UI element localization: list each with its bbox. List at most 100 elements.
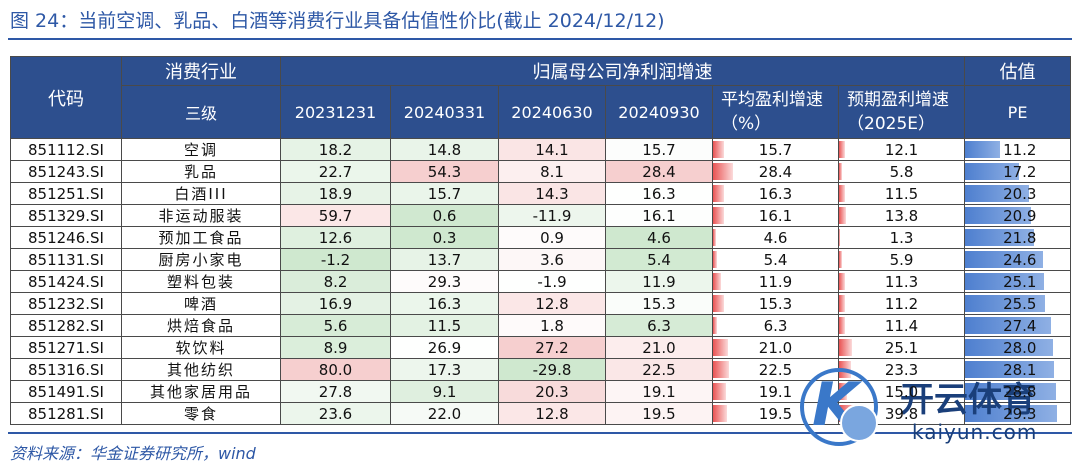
- growth-cell: -1.9: [498, 270, 606, 293]
- avg-bar: [713, 317, 718, 334]
- exp-cell: 15.0: [837, 380, 966, 403]
- avg-value: 16.1: [758, 206, 793, 225]
- industry-cell: 非运动服装: [121, 204, 281, 227]
- table-row: 851246.SI 预加工食品 12.6 0.3 0.9 4.6 4.6 1.3 21.8: [10, 226, 1072, 249]
- growth-cell: 12.6: [280, 226, 391, 249]
- growth-cell: 12.8: [498, 402, 606, 425]
- pe-cell: 17.2: [964, 160, 1072, 183]
- growth-cell: 18.2: [280, 138, 391, 161]
- exp-bar: [839, 185, 845, 202]
- pe-cell: 29.3: [964, 402, 1072, 425]
- pe-value: 24.6: [1003, 250, 1037, 269]
- pe-bar: [965, 295, 1046, 312]
- avg-value: 4.6: [763, 228, 788, 247]
- growth-cell: 8.2: [280, 270, 391, 293]
- pe-bar: [965, 339, 1054, 356]
- exp-cell: 5.9: [837, 248, 966, 271]
- growth-cell: 4.6: [605, 226, 713, 249]
- watermark-logo: K 开云体育 kaiyun.com: [800, 368, 1070, 448]
- growth-cell: 28.4: [605, 160, 713, 183]
- pe-cell: 11.2: [964, 138, 1072, 161]
- table-row: 851232.SI 啤酒 16.9 16.3 12.8 15.3 15.3 11.2 25.5: [10, 292, 1072, 315]
- growth-cell: 5.6: [280, 314, 391, 337]
- growth-cell: 14.8: [390, 138, 499, 161]
- industry-cell: 软饮料: [121, 336, 281, 359]
- pe-bar: [965, 361, 1054, 378]
- avg-value: 22.5: [758, 360, 793, 379]
- growth-cell: 0.9: [498, 226, 606, 249]
- avg-value: 16.3: [758, 184, 793, 203]
- industry-cell: 厨房小家电: [121, 248, 281, 271]
- avg-cell: 15.7: [712, 138, 839, 161]
- exp-value: 11.3: [884, 272, 919, 291]
- table-row: 851329.SI 非运动服装 59.7 0.6 -11.9 16.1 16.1 13.8 20…: [10, 204, 1072, 227]
- exp-cell: 23.3: [837, 358, 966, 381]
- growth-cell: 22.0: [390, 402, 499, 425]
- industry-cell: 塑料包装: [121, 270, 281, 293]
- avg-cell: 22.5: [712, 358, 839, 381]
- exp-bar: [839, 295, 845, 312]
- pe-bar: [965, 405, 1058, 422]
- growth-cell: 12.8: [498, 292, 606, 315]
- growth-cell: -11.9: [498, 204, 606, 227]
- code-cell: 851112.SI: [10, 138, 122, 161]
- pe-value: 25.1: [1003, 272, 1037, 291]
- pe-value: 28.0: [1003, 338, 1037, 357]
- exp-value: 39.8: [884, 404, 919, 423]
- growth-cell: 8.1: [498, 160, 606, 183]
- pe-bar: [965, 251, 1043, 268]
- growth-cell: 29.3: [390, 270, 499, 293]
- table-row: 851251.SI 白酒III 18.9 15.7 14.3 16.3 16.3 11.5 20…: [10, 182, 1072, 205]
- figure-title-bar: 图 24：当前空调、乳品、白酒等消费行业具备估值性价比(截止 2024/12/1…: [0, 0, 1080, 40]
- growth-group-header: 归属母公司净利润增速: [279, 56, 966, 86]
- growth-cell: 17.3: [390, 358, 499, 381]
- header-row-1: 代码 消费行业 归属母公司净利润增速 估值: [10, 56, 1072, 139]
- exp-value: 1.3: [889, 228, 914, 247]
- avg-cell: 6.3: [712, 314, 839, 337]
- exp-value: 13.8: [884, 206, 919, 225]
- pe-cell: 28.1: [964, 358, 1072, 381]
- industry-cell: 其他纺织: [121, 358, 281, 381]
- avg-cell: 15.3: [712, 292, 839, 315]
- avg-bar: [713, 163, 733, 180]
- pe-cell: 25.5: [964, 292, 1072, 315]
- pe-cell: 27.4: [964, 314, 1072, 337]
- pe-value: 21.8: [1003, 228, 1037, 247]
- pe-cell: 20.3: [964, 182, 1072, 205]
- pe-value: 29.3: [1003, 404, 1037, 423]
- exp-cell: 1.3: [837, 226, 966, 249]
- avg-bar: [713, 229, 717, 246]
- avg-value: 28.4: [758, 162, 793, 181]
- avg-value: 15.3: [758, 294, 793, 313]
- source-note: 资料来源：华金证券研究所，wind: [10, 444, 256, 463]
- pe-value: 17.2: [1003, 162, 1037, 181]
- avg-bar: [713, 273, 722, 290]
- pe-value: 20.3: [1003, 184, 1037, 203]
- growth-cell: 8.9: [280, 336, 391, 359]
- avg-value: 11.9: [758, 272, 793, 291]
- pe-bar: [965, 207, 1031, 224]
- pe-bar: [965, 185, 1030, 202]
- pe-cell: 20.9: [964, 204, 1072, 227]
- industry-cell: 空调: [121, 138, 281, 161]
- avg-bar: [713, 185, 725, 202]
- pe-bar: [965, 163, 1020, 180]
- growth-cell: 20.3: [498, 380, 606, 403]
- valuation-group-header: 估值: [964, 56, 1072, 86]
- growth-cell: 16.9: [280, 292, 391, 315]
- exp-cell: 11.4: [837, 314, 966, 337]
- avg-cell: 28.4: [712, 160, 839, 183]
- avg-value: 6.3: [763, 316, 788, 335]
- avg-bar: [713, 251, 717, 268]
- growth-cell: 23.6: [280, 402, 391, 425]
- pe-bar: [965, 273, 1045, 290]
- table-row: 851112.SI 空调 18.2 14.8 14.1 15.7 15.7 12.1 11.2: [10, 138, 1072, 161]
- code-cell: 851131.SI: [10, 248, 122, 271]
- pe-bar: [965, 317, 1052, 334]
- growth-cell: 9.1: [390, 380, 499, 403]
- avg-bar: [713, 295, 724, 312]
- code-cell: 851271.SI: [10, 336, 122, 359]
- industry-cell: 其他家居用品: [121, 380, 281, 403]
- table-row: 851131.SI 厨房小家电 -1.2 13.7 3.6 5.4 5.4 5.9 24.6: [10, 248, 1072, 271]
- table-body: 851112.SI 空调 18.2 14.8 14.1 15.7 15.7 12.1 11.2 8…: [10, 138, 1072, 425]
